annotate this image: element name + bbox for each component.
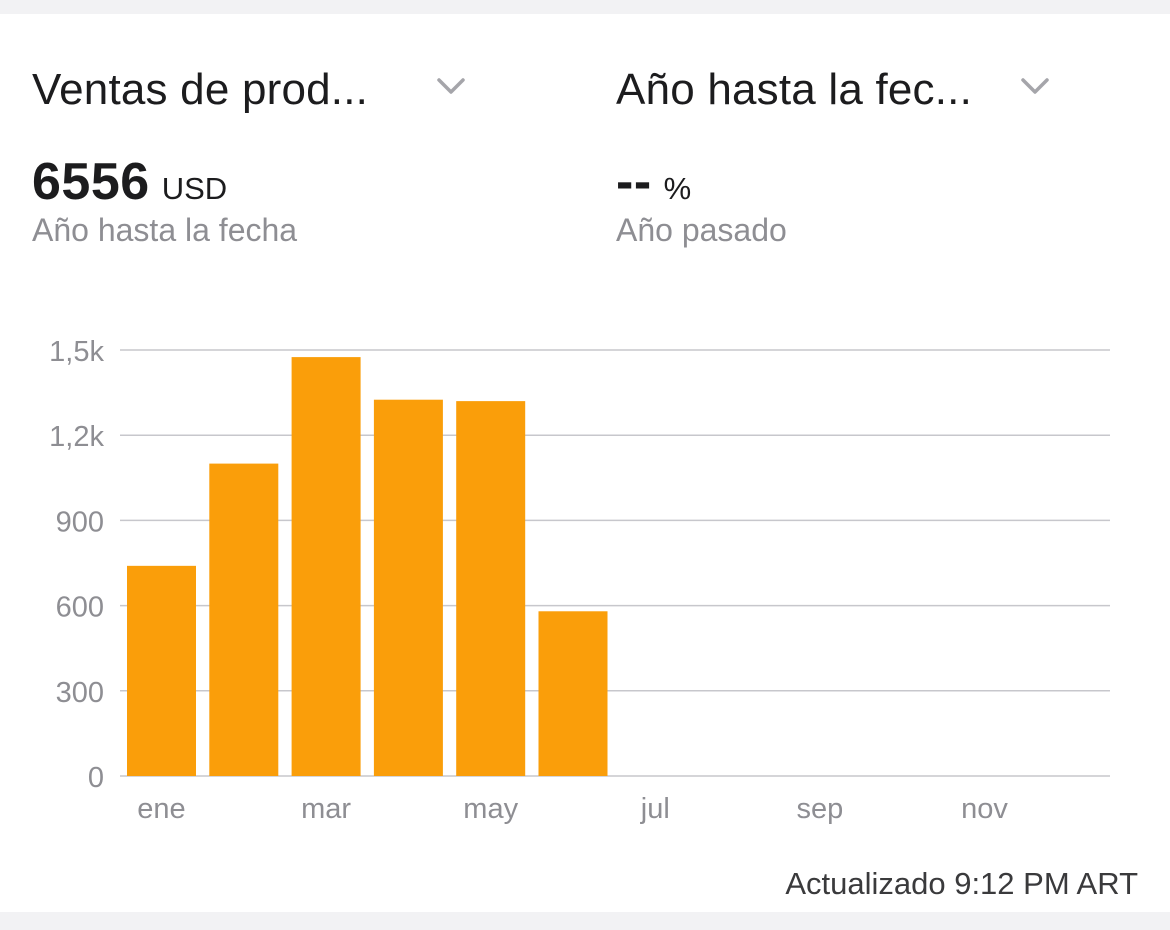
bar-ene [127, 565, 196, 776]
monthly-sales-bar-chart: 0 300 600 900 1,2k 1,5k ene mar may jul sep nov [49, 336, 1110, 825]
y-tick-label: 1,5k [49, 336, 104, 368]
total-sales-caption: Año hasta la fecha [32, 212, 298, 248]
last-updated-label: Actualizado 9:12 PM ART [785, 866, 1138, 901]
comparison-metric: -- % [616, 152, 692, 211]
x-tick-label: ene [137, 793, 185, 825]
y-tick-label: 0 [88, 762, 104, 794]
y-tick-label: 300 [56, 677, 104, 709]
chevron-down-icon [437, 78, 465, 94]
y-tick-label: 1,2k [49, 421, 104, 453]
bar-jun [538, 611, 608, 776]
period-selector-label: Año hasta la fec... [616, 65, 973, 114]
x-tick-label: may [463, 793, 518, 825]
bar-may [456, 401, 526, 776]
x-tick-label: nov [961, 793, 1008, 825]
metric-selector[interactable]: Ventas de prod... [32, 64, 472, 116]
total-sales-value: 6556 [32, 153, 150, 211]
x-tick-label: sep [797, 793, 844, 825]
metric-selector-label: Ventas de prod... [32, 65, 369, 114]
bar-feb [209, 463, 279, 776]
y-tick-label: 600 [56, 592, 104, 624]
x-tick-label: jul [640, 793, 670, 825]
sales-widget-card: Ventas de prod... Año hasta la fec... 65… [0, 14, 1170, 912]
bar-mar [291, 357, 361, 776]
x-tick-label: mar [301, 793, 351, 825]
comparison-caption: Año pasado [616, 212, 787, 248]
comparison-value: -- [616, 153, 652, 211]
chevron-down-icon [1021, 78, 1049, 94]
bar-abr [373, 399, 443, 776]
comparison-unit: % [663, 171, 692, 206]
period-selector[interactable]: Año hasta la fec... [616, 64, 1056, 116]
total-sales-unit: USD [161, 171, 228, 206]
total-sales-metric: 6556 USD [32, 152, 228, 211]
y-tick-label: 900 [56, 506, 104, 538]
